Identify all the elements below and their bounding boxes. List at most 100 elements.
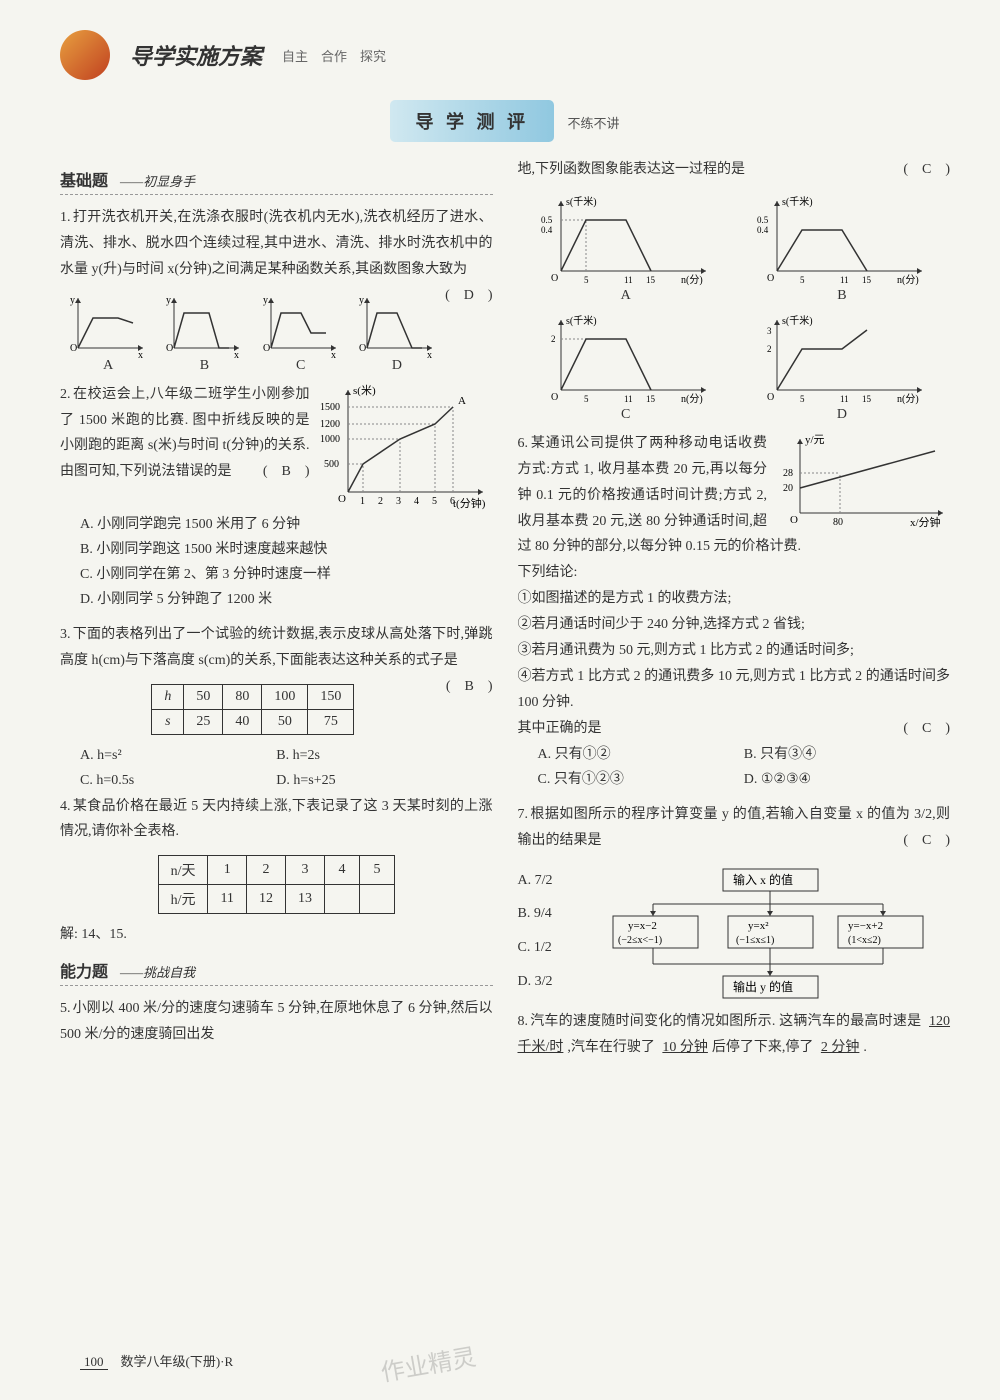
q2-opt-c: C. 小刚同学在第 2、第 3 分钟时速度一样	[60, 562, 493, 587]
svg-text:(1<x≤2): (1<x≤2)	[848, 935, 881, 946]
svg-text:5: 5	[584, 275, 589, 285]
q7-opt-d: D. 3/2	[518, 965, 578, 999]
q1-label-c: C	[261, 358, 341, 374]
svg-text:y=x−2: y=x−2	[628, 920, 657, 932]
svg-text:11: 11	[624, 275, 633, 285]
q7-opt-a: A. 7/2	[518, 864, 578, 898]
svg-text:15: 15	[646, 275, 656, 285]
svg-text:O: O	[551, 273, 558, 284]
q5-label-a: A	[536, 288, 716, 304]
q2-opt-a: A. 小刚同学跑完 1500 米用了 6 分钟	[60, 512, 493, 537]
banner-title: 导 学 测 评	[390, 100, 554, 142]
q1-graphs: Oxy A Oxy B Oxy C	[60, 293, 445, 374]
svg-text:y/元: y/元	[805, 434, 825, 446]
svg-text:O: O	[790, 514, 798, 526]
svg-text:O: O	[767, 273, 774, 284]
svg-text:x: x	[138, 350, 143, 358]
q6-s4: ④若方式 1 比方式 2 的通讯费多 10 元,则方式 1 比方式 2 的通话时…	[518, 664, 951, 716]
q3-r-3: 50	[262, 710, 308, 735]
question-2: O s(米) t(分钟) 500 1000 1200 1500 1 2 3 4 …	[60, 382, 493, 613]
svg-text:0.5: 0.5	[757, 215, 769, 225]
q4-r1-1: 1	[208, 856, 246, 885]
q5-label-b: B	[752, 288, 932, 304]
q1-graph-c: Oxy C	[261, 293, 341, 374]
svg-text:n(分): n(分)	[897, 393, 919, 405]
q6-opt-d: D. ①②③④	[744, 767, 950, 792]
q1-label-a: A	[68, 358, 148, 374]
q4-solution: 解: 14、15.	[60, 922, 493, 948]
q3-r-0: s	[152, 710, 184, 735]
svg-text:5: 5	[800, 394, 805, 404]
book-title: 数学八年级(下册)·R	[121, 1354, 234, 1369]
q1-label-d: D	[357, 358, 437, 374]
svg-text:1200: 1200	[320, 419, 340, 430]
q3-opt-d: D. h=s+25	[276, 768, 472, 793]
q3-r-2: 40	[223, 710, 262, 735]
q5-graph-c: O s(千米) n(分) 2 51115 C	[536, 312, 716, 423]
q3-answer: ( B )	[446, 674, 493, 700]
q3-th-1: 50	[184, 685, 223, 710]
q6-text2: 下列结论:	[518, 560, 951, 586]
section2-sub: ——挑战自我	[120, 965, 195, 980]
svg-text:4: 4	[414, 496, 419, 507]
svg-text:3: 3	[396, 496, 401, 507]
q5-text-part: 小刚以 400 米/分的速度匀速骑车 5 分钟,在原地休息了 6 分钟,然后以 …	[60, 1001, 493, 1042]
q2-num: 2.	[60, 387, 71, 402]
q4-r2-5	[359, 885, 394, 914]
q5-graph-b: O s(千米) n(分) 0.50.4 51115 B	[752, 193, 932, 304]
q5-label-c: C	[536, 407, 716, 423]
q8-blank-2: 10 分钟	[658, 1040, 712, 1055]
q7-opt-b: B. 9/4	[518, 897, 578, 931]
section1-sub: ——初显身手	[120, 174, 195, 189]
q3-th-3: 100	[262, 685, 308, 710]
svg-text:(−2≤x<−1): (−2≤x<−1)	[618, 935, 662, 946]
q1-graph-d: Oxy D	[357, 293, 437, 374]
q4-r1-2: 2	[246, 856, 285, 885]
svg-text:s(千米): s(千米)	[782, 195, 813, 208]
page-number: 100	[80, 1354, 108, 1370]
q4-r2-1: 11	[208, 885, 246, 914]
q6-s2: ②若月通话时间少于 240 分钟,选择方式 2 省钱;	[518, 612, 951, 638]
svg-text:0.4: 0.4	[757, 225, 769, 235]
q6-s3: ③若月通讯费为 50 元,则方式 1 比方式 2 的通话时间多;	[518, 638, 951, 664]
svg-text:1000: 1000	[320, 434, 340, 445]
section-ability: 能力题 ——挑战自我	[60, 958, 493, 986]
svg-text:1500: 1500	[320, 402, 340, 413]
svg-text:y=x²: y=x²	[748, 920, 769, 932]
q2-chart: O s(米) t(分钟) 500 1000 1200 1500 1 2 3 4 …	[318, 382, 493, 512]
q7-options: A. 7/2 B. 9/4 C. 1/2 D. 3/2	[518, 864, 578, 1009]
q6-opt-b: B. 只有③④	[744, 742, 950, 767]
q8-blank-3: 2 分钟	[817, 1040, 864, 1055]
question-6: O y/元 x/分钟 28 20 80 6.某通讯公司提供了两种移动电话收费方式…	[518, 431, 951, 792]
q7-flowchart: 输入 x 的值 y=x−2 (−2≤x<−1) y=x² (−1≤x≤1) y=…	[608, 864, 928, 1009]
banner-sub: 不练不讲	[567, 116, 619, 131]
q4-r2-0: h/元	[158, 885, 208, 914]
q3-th-2: 80	[223, 685, 262, 710]
q1-graph-b: Oxy B	[164, 293, 244, 374]
q4-r1-3: 3	[285, 856, 324, 885]
svg-text:15: 15	[646, 394, 656, 404]
svg-text:输入 x 的值: 输入 x 的值	[733, 872, 793, 887]
q1-answer: ( D )	[445, 283, 492, 309]
svg-text:x: x	[234, 350, 239, 358]
q8-text-a: 汽车的速度随时间变化的情况如图所示. 这辆汽车的最高时速是	[530, 1014, 921, 1029]
svg-text:80: 80	[833, 517, 843, 528]
svg-text:O: O	[70, 343, 77, 354]
svg-text:x: x	[331, 350, 336, 358]
section-basic: 基础题 ——初显身手	[60, 167, 493, 195]
q3-text: 下面的表格列出了一个试验的统计数据,表示皮球从高处落下时,弹跳高度 h(cm)与…	[60, 627, 493, 668]
q5-label-d: D	[752, 407, 932, 423]
q3-table: h 50 80 100 150 s 25 40 50 75	[151, 684, 354, 735]
q4-r2-4	[324, 885, 359, 914]
svg-text:11: 11	[840, 275, 849, 285]
footer: 100 数学八年级(下册)·R	[80, 1351, 233, 1370]
q3-opt-b: B. h=2s	[276, 743, 472, 768]
svg-text:x/分钟: x/分钟	[910, 515, 941, 529]
q6-text3: 其中正确的是	[518, 721, 602, 736]
question-8: 8.汽车的速度随时间变化的情况如图所示. 这辆汽车的最高时速是 120 千米/时…	[518, 1009, 951, 1061]
q1-num: 1.	[60, 210, 71, 225]
svg-text:y=−x+2: y=−x+2	[848, 920, 883, 932]
svg-text:1: 1	[360, 496, 365, 507]
section2-title: 能力题	[60, 964, 108, 981]
q6-text: 某通讯公司提供了两种移动电话收费方式:方式 1, 收月基本费 20 元,再以每分…	[518, 436, 802, 555]
